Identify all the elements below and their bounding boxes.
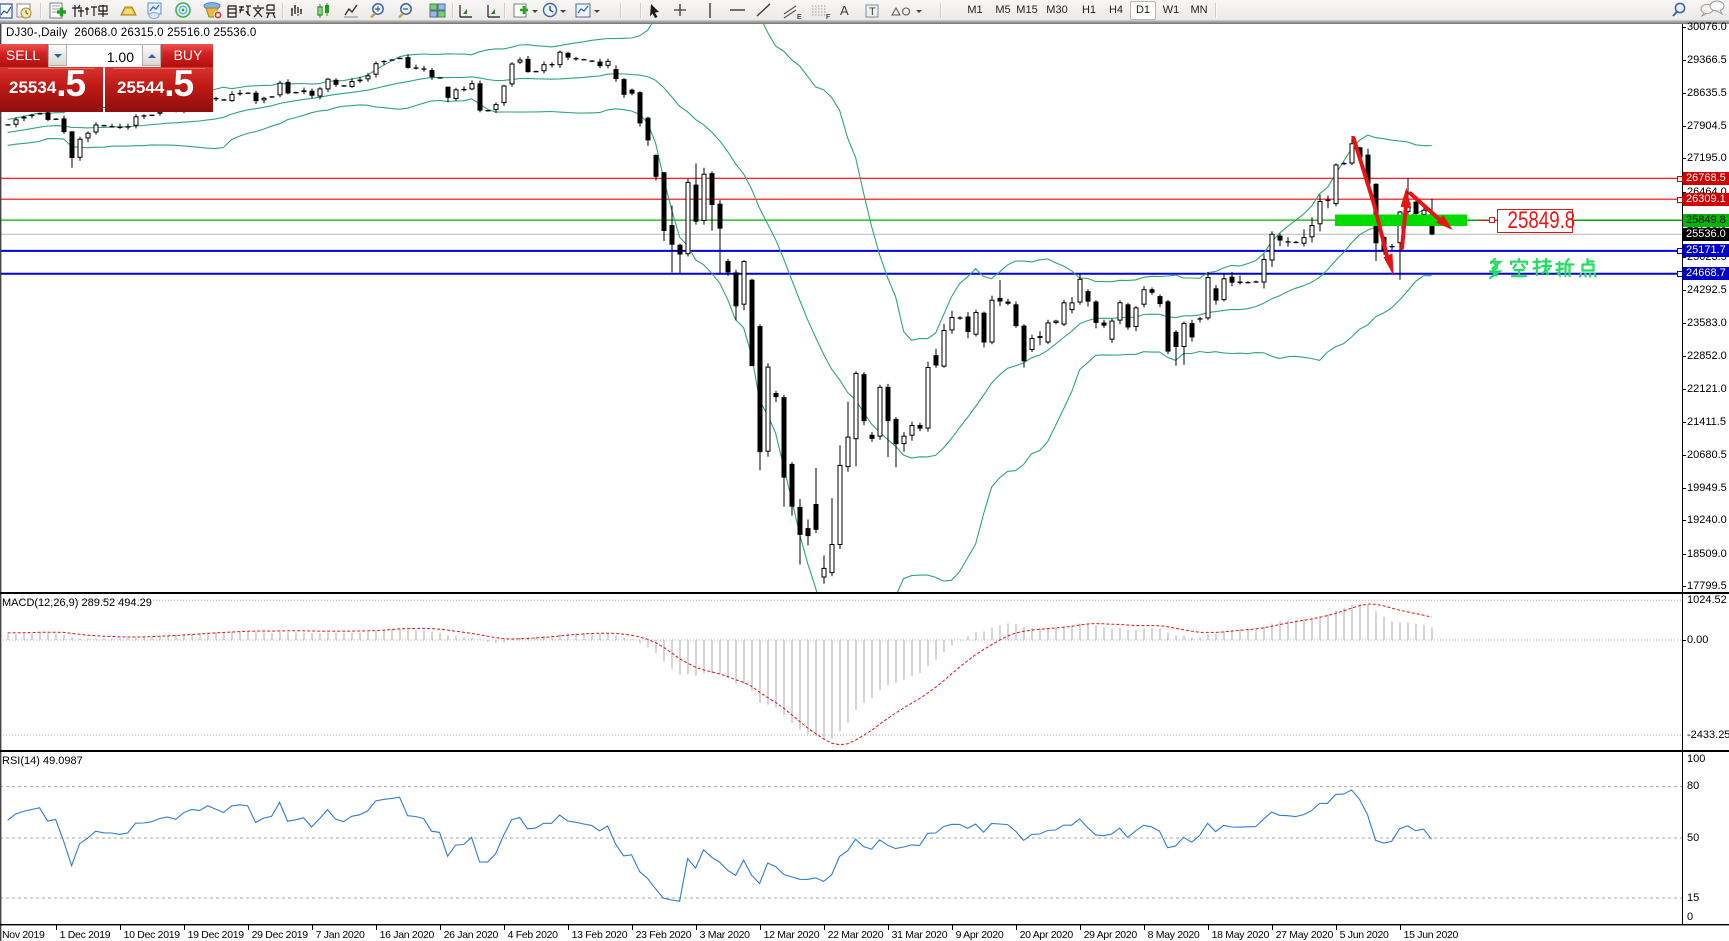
svg-text:A: A: [840, 3, 849, 18]
svg-text:T: T: [869, 6, 876, 18]
svg-text:E: E: [797, 14, 802, 21]
svg-text:F: F: [826, 14, 830, 21]
